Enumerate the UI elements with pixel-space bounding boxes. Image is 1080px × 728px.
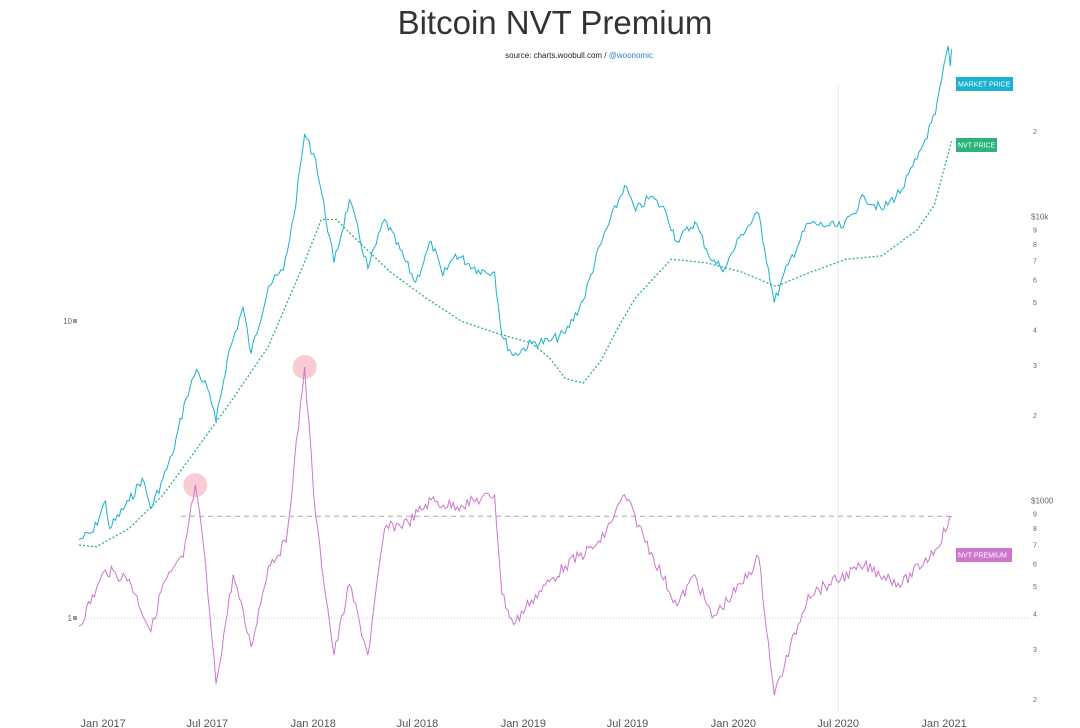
- grid-layer: [79, 85, 1030, 712]
- right-axis-tick-label: $10k: [1031, 213, 1049, 222]
- right-axis-tick-label: 2: [1033, 413, 1037, 420]
- right-axis-tick-label: 6: [1033, 278, 1037, 285]
- highlight-layer: [183, 355, 317, 498]
- x-axis-tick-label: Jul 2019: [607, 718, 649, 728]
- left-axis-tick-mark: [73, 616, 77, 620]
- chart-title: Bitcoin NVT Premium: [397, 4, 713, 41]
- series-tag-label-nvt-price: NVT PRICE: [958, 143, 996, 150]
- right-axis-tick-label: 6: [1033, 562, 1037, 569]
- source-handle-link[interactable]: @woonomic: [608, 51, 653, 60]
- right-axis-tick-label: 3: [1033, 647, 1037, 654]
- series-line-market-price: [78, 45, 952, 541]
- left-axis-tick-mark: [73, 319, 77, 323]
- right-axis-tick-label: 5: [1033, 584, 1037, 591]
- series-line-nvt-price: [78, 140, 953, 548]
- x-axis-tick-label: Jul 2017: [187, 718, 229, 728]
- x-axis-tick-label: Jan 2019: [501, 718, 546, 728]
- right-axis-tick-label: 4: [1033, 328, 1037, 335]
- axis-layer: 2 3 4 5 6 7 8 9 $1000 2 3 4 5 6 7 8 9 $10k 2 1 10 Jan 2017 Jul…: [63, 129, 1054, 728]
- right-axis-tick-label: 5: [1033, 300, 1037, 307]
- right-axis-tick-label: 9: [1033, 511, 1037, 518]
- source-prefix: source: charts.woobull.com /: [505, 51, 607, 60]
- left-axis-tick-label: 1: [68, 614, 73, 623]
- right-axis-tick-label: 4: [1033, 612, 1037, 619]
- right-axis-tick-label: 2: [1033, 697, 1037, 704]
- right-axis-tick-label: 7: [1033, 542, 1037, 549]
- series-tag-nvt-premium: [956, 548, 1012, 562]
- right-axis-tick-label: $1000: [1031, 497, 1054, 506]
- series-line-nvt-premium: [78, 366, 952, 696]
- x-axis-tick-label: Jan 2018: [291, 718, 336, 728]
- right-axis-tick-label: 8: [1033, 526, 1037, 533]
- x-axis-tick-label: Jan 2020: [711, 718, 756, 728]
- series-layer: [78, 45, 953, 696]
- right-axis-tick-label: 8: [1033, 242, 1037, 249]
- x-axis-tick-label: Jul 2018: [397, 718, 439, 728]
- right-axis-tick-label: 3: [1033, 363, 1037, 370]
- source-line: source: charts.woobull.com / @woonomic: [0, 51, 1080, 60]
- right-axis-tick-label: 2: [1033, 129, 1037, 136]
- x-axis-tick-label: Jul 2020: [817, 718, 859, 728]
- series-tag-nvt-price: [956, 138, 997, 152]
- right-axis-tick-label: 7: [1033, 258, 1037, 265]
- x-axis-tick-label: Jan 2021: [921, 718, 966, 728]
- right-axis-tick-label: 9: [1033, 227, 1037, 234]
- tag-layer: MARKET PRICE NVT PRICE NVT PREMIUM: [956, 77, 1013, 562]
- left-axis-tick-label: 10: [63, 317, 72, 326]
- x-axis-tick-label: Jan 2017: [81, 718, 126, 728]
- series-tag-label-market-price: MARKET PRICE: [958, 82, 1011, 89]
- series-tag-market-price: [956, 77, 1013, 91]
- series-tag-label-nvt-premium: NVT PREMIUM: [958, 553, 1007, 560]
